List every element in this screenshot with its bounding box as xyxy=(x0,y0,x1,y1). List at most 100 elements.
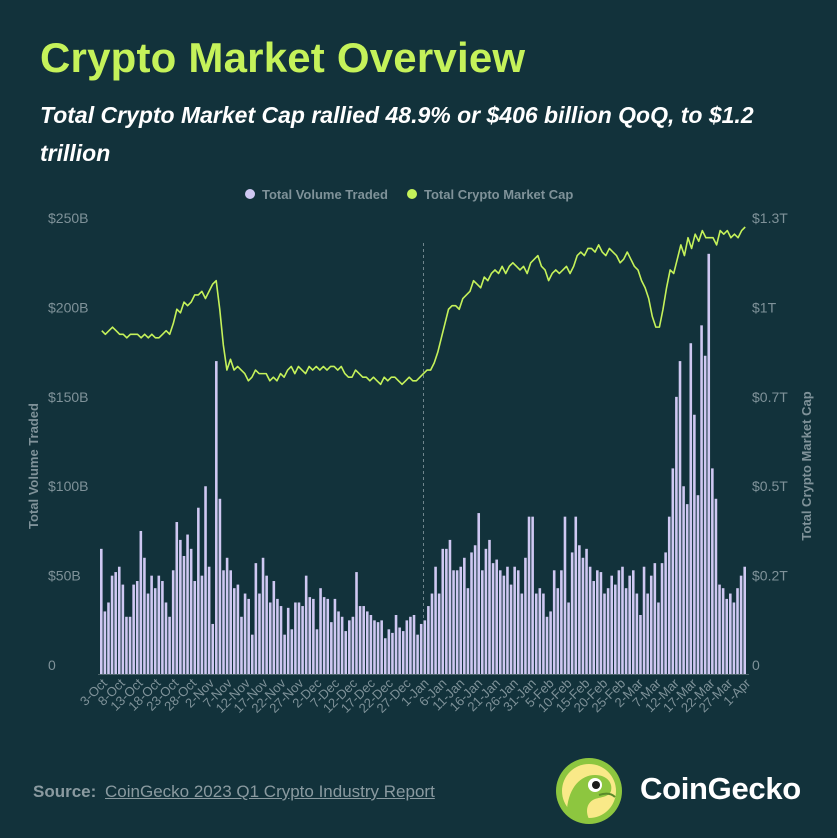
y-right-tick-label: $0.2T xyxy=(752,568,788,584)
volume-bar xyxy=(711,468,714,674)
source-link[interactable]: CoinGecko 2023 Q1 Crypto Industry Report xyxy=(105,782,435,801)
volume-bar xyxy=(107,602,110,674)
volume-bar xyxy=(463,557,466,674)
volume-bar xyxy=(139,530,143,674)
volume-bar xyxy=(211,623,215,674)
volume-bar xyxy=(348,620,351,674)
volume-bar xyxy=(549,611,552,674)
volume-bar xyxy=(527,516,531,674)
y-right-axis-title: Total Crypto Market Cap xyxy=(799,391,814,540)
legend-marketcap-marker xyxy=(407,189,417,199)
volume-bar xyxy=(631,570,635,674)
volume-bar xyxy=(297,602,301,674)
volume-bar xyxy=(441,548,445,674)
volume-bar xyxy=(344,631,348,674)
volume-bar xyxy=(459,566,463,674)
volume-bar xyxy=(516,570,520,674)
volume-bar xyxy=(207,566,211,674)
source-label: Source: xyxy=(33,782,97,801)
volume-bar xyxy=(639,615,642,674)
volume-bar xyxy=(660,563,664,674)
volume-bar xyxy=(383,638,387,674)
volume-bar xyxy=(294,602,297,674)
volume-bar xyxy=(215,361,218,674)
volume-bar xyxy=(538,588,542,674)
volume-bar xyxy=(283,634,286,674)
y-right-tick-label: $0.7T xyxy=(752,389,788,405)
volume-bar xyxy=(685,504,689,674)
volume-bar xyxy=(150,575,153,674)
volume-bar xyxy=(667,516,671,674)
volume-bar xyxy=(164,602,168,674)
volume-bar xyxy=(477,513,481,674)
volume-bar xyxy=(617,570,621,674)
volume-bar xyxy=(182,555,186,674)
volume-bar xyxy=(574,516,578,674)
gecko-icon xyxy=(556,758,622,824)
volume-bar xyxy=(376,622,380,674)
volume-bar xyxy=(452,570,455,674)
volume-bar xyxy=(427,606,430,674)
volume-bar xyxy=(481,570,484,674)
volume-bar xyxy=(603,593,606,674)
volume-bar xyxy=(416,634,419,674)
volume-bar xyxy=(700,325,703,674)
volume-bar xyxy=(707,253,711,674)
page-title: Crypto Market Overview xyxy=(40,34,526,81)
volume-bar xyxy=(168,616,171,674)
logo-text: CoinGecko xyxy=(640,771,801,806)
volume-bar xyxy=(437,593,441,674)
volume-bar xyxy=(567,602,570,674)
volume-bar xyxy=(333,598,337,674)
volume-bar xyxy=(103,611,107,674)
volume-bar xyxy=(258,593,261,674)
volume-bar xyxy=(272,581,276,674)
y-right-tick-label: $1.3T xyxy=(752,210,788,226)
volume-bar xyxy=(470,552,473,674)
volume-bar xyxy=(143,557,146,674)
volume-bar xyxy=(355,572,358,674)
volume-bar xyxy=(229,570,232,674)
volume-bar xyxy=(189,548,193,674)
volume-bar xyxy=(423,620,427,674)
volume-bar xyxy=(743,566,746,674)
volume-bar xyxy=(394,615,398,674)
volume-bar xyxy=(308,597,312,674)
volume-bar xyxy=(621,566,624,674)
volume-bar xyxy=(254,563,258,674)
volume-bar xyxy=(218,498,222,674)
volume-bar xyxy=(322,597,326,674)
volume-bar xyxy=(125,616,128,674)
volume-bar xyxy=(624,588,628,674)
volume-bar xyxy=(513,566,516,674)
y-left-tick-label: $100B xyxy=(48,478,88,494)
volume-bar xyxy=(509,584,513,674)
volume-bar xyxy=(171,570,175,674)
volume-bar xyxy=(649,575,653,674)
volume-bar xyxy=(222,570,225,674)
volume-bar xyxy=(434,566,437,674)
volume-bar xyxy=(304,575,308,674)
volume-bar xyxy=(671,468,675,674)
volume-bar xyxy=(614,584,617,674)
volume-bar xyxy=(675,396,678,674)
source-footer: Source: CoinGecko 2023 Q1 Crypto Industr… xyxy=(33,782,435,802)
volume-bar xyxy=(732,602,736,674)
volume-bar xyxy=(161,581,164,674)
y-left-axis-title: Total Volume Traded xyxy=(26,403,41,529)
volume-bar xyxy=(276,598,279,674)
volume-bar xyxy=(197,507,200,674)
volume-bar xyxy=(204,486,207,674)
volume-bar xyxy=(578,545,581,674)
volume-bar xyxy=(502,575,506,674)
volume-bar xyxy=(682,486,685,674)
coingecko-logo[interactable]: CoinGecko xyxy=(555,757,815,827)
volume-bar xyxy=(448,539,452,674)
volume-bar xyxy=(556,588,560,674)
volume-bar xyxy=(739,575,743,674)
volume-bar xyxy=(725,598,729,674)
y-right-tick-label: $1T xyxy=(752,299,777,315)
volume-bar xyxy=(714,498,718,674)
volume-bar xyxy=(635,593,639,674)
